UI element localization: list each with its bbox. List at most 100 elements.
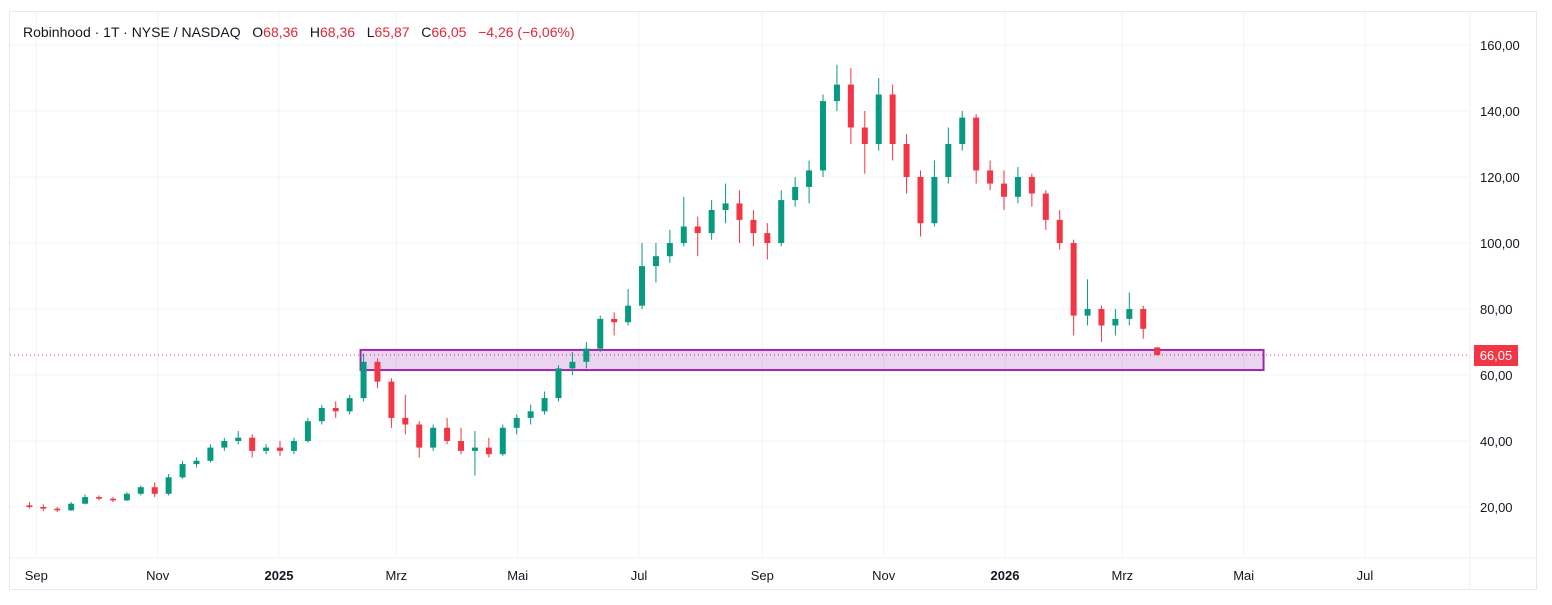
candle-up bbox=[931, 177, 938, 224]
candle-down bbox=[388, 381, 395, 418]
candle-up bbox=[179, 464, 186, 478]
y-tick-label: 100,00 bbox=[1480, 236, 1520, 251]
candle-up bbox=[123, 493, 130, 501]
y-tick-label: 140,00 bbox=[1480, 104, 1520, 119]
high-label: H bbox=[309, 24, 321, 40]
candle-down bbox=[1140, 309, 1147, 329]
candle-down bbox=[1070, 243, 1077, 316]
candle-down bbox=[917, 177, 924, 224]
y-tick-label: 20,00 bbox=[1480, 500, 1513, 515]
x-tick-label: 2025 bbox=[265, 568, 294, 583]
candle-up bbox=[722, 203, 729, 210]
candle-up bbox=[235, 437, 242, 441]
candle-up bbox=[833, 84, 840, 102]
candle-up bbox=[680, 226, 687, 243]
x-tick-label: Mrz bbox=[1112, 568, 1134, 583]
y-tick-label: 80,00 bbox=[1480, 302, 1513, 317]
candle-up bbox=[945, 144, 952, 177]
candle-up bbox=[806, 170, 813, 187]
candle-up bbox=[555, 368, 562, 399]
candle-down bbox=[151, 487, 158, 494]
candle-up bbox=[597, 318, 604, 349]
candle-up bbox=[137, 487, 144, 494]
candle-down bbox=[611, 318, 618, 323]
candle-up bbox=[569, 361, 576, 369]
x-tick-label: Nov bbox=[872, 568, 896, 583]
candle-up bbox=[1112, 318, 1119, 326]
x-tick-label: Mai bbox=[507, 568, 528, 583]
candle-down bbox=[458, 441, 465, 451]
candle-up bbox=[820, 101, 827, 171]
candle-down bbox=[485, 447, 492, 455]
candle-down bbox=[1056, 219, 1063, 243]
candle-up bbox=[430, 427, 437, 448]
candle-down bbox=[847, 84, 854, 128]
candle-down bbox=[40, 507, 47, 509]
candle-up bbox=[792, 186, 799, 201]
y-tick-label: 160,00 bbox=[1480, 38, 1520, 53]
candle-up bbox=[639, 266, 646, 306]
candle-down bbox=[444, 427, 451, 441]
candle-down bbox=[1001, 183, 1008, 197]
candle-down bbox=[973, 117, 980, 171]
open-label: O bbox=[252, 24, 264, 40]
candle-down bbox=[374, 361, 381, 382]
candle-up bbox=[221, 441, 228, 448]
y-tick-label: 60,00 bbox=[1480, 368, 1513, 383]
candle-down bbox=[1154, 347, 1161, 356]
x-tick-label: Jul bbox=[631, 568, 648, 583]
candle-down bbox=[750, 219, 757, 234]
candle-up bbox=[318, 408, 325, 422]
close-value: 66,05 bbox=[431, 24, 467, 40]
candle-up bbox=[360, 361, 367, 399]
candle-up bbox=[778, 200, 785, 243]
candle-up bbox=[625, 305, 632, 323]
candle-down bbox=[26, 505, 33, 507]
open-value: 68,36 bbox=[263, 24, 299, 40]
candle-down bbox=[861, 127, 868, 144]
low-label: L bbox=[366, 24, 375, 40]
candle-down bbox=[694, 226, 701, 234]
candle-up bbox=[263, 447, 270, 451]
x-tick-label: Sep bbox=[25, 568, 48, 583]
x-tick-label: Sep bbox=[751, 568, 774, 583]
candle-up bbox=[708, 210, 715, 234]
candle-down bbox=[249, 437, 256, 451]
x-tick-label: 2026 bbox=[991, 568, 1020, 583]
candle-down bbox=[1042, 193, 1049, 220]
low-value: 65,87 bbox=[374, 24, 410, 40]
candle-down bbox=[764, 233, 771, 243]
candle-down bbox=[416, 424, 423, 448]
candle-up bbox=[1014, 177, 1021, 197]
candle-up bbox=[583, 348, 590, 362]
candle-up bbox=[304, 421, 311, 441]
candle-down bbox=[1028, 177, 1035, 194]
close-label: C bbox=[421, 24, 432, 40]
candle-down bbox=[54, 508, 61, 511]
candle-up bbox=[527, 411, 534, 418]
candle-up bbox=[652, 256, 659, 267]
last-price-tag: 66,05 bbox=[1474, 345, 1518, 366]
candle-up bbox=[499, 427, 506, 455]
x-tick-label: Jul bbox=[1357, 568, 1374, 583]
candle-up bbox=[68, 503, 75, 511]
candle-down bbox=[889, 94, 896, 144]
support-zone-rectangle bbox=[359, 348, 1265, 372]
candle-up bbox=[1084, 309, 1091, 316]
change-value: −4,26 (−6,06%) bbox=[478, 24, 575, 40]
candle-up bbox=[346, 398, 353, 412]
candle-down bbox=[96, 497, 103, 499]
chart-frame bbox=[9, 11, 1537, 590]
candle-up bbox=[1126, 309, 1133, 319]
y-tick-label: 40,00 bbox=[1480, 434, 1513, 449]
candle-up bbox=[875, 94, 882, 144]
candle-up bbox=[666, 243, 673, 257]
y-tick-label: 120,00 bbox=[1480, 170, 1520, 185]
symbol-legend: Robinhood · 1T · NYSE / NASDAQ O68,36 H6… bbox=[23, 24, 575, 40]
candle-down bbox=[277, 447, 284, 451]
candle-up bbox=[541, 398, 548, 412]
candle-up bbox=[513, 417, 520, 428]
candle-up bbox=[193, 460, 200, 465]
x-tick-label: Mrz bbox=[386, 568, 408, 583]
